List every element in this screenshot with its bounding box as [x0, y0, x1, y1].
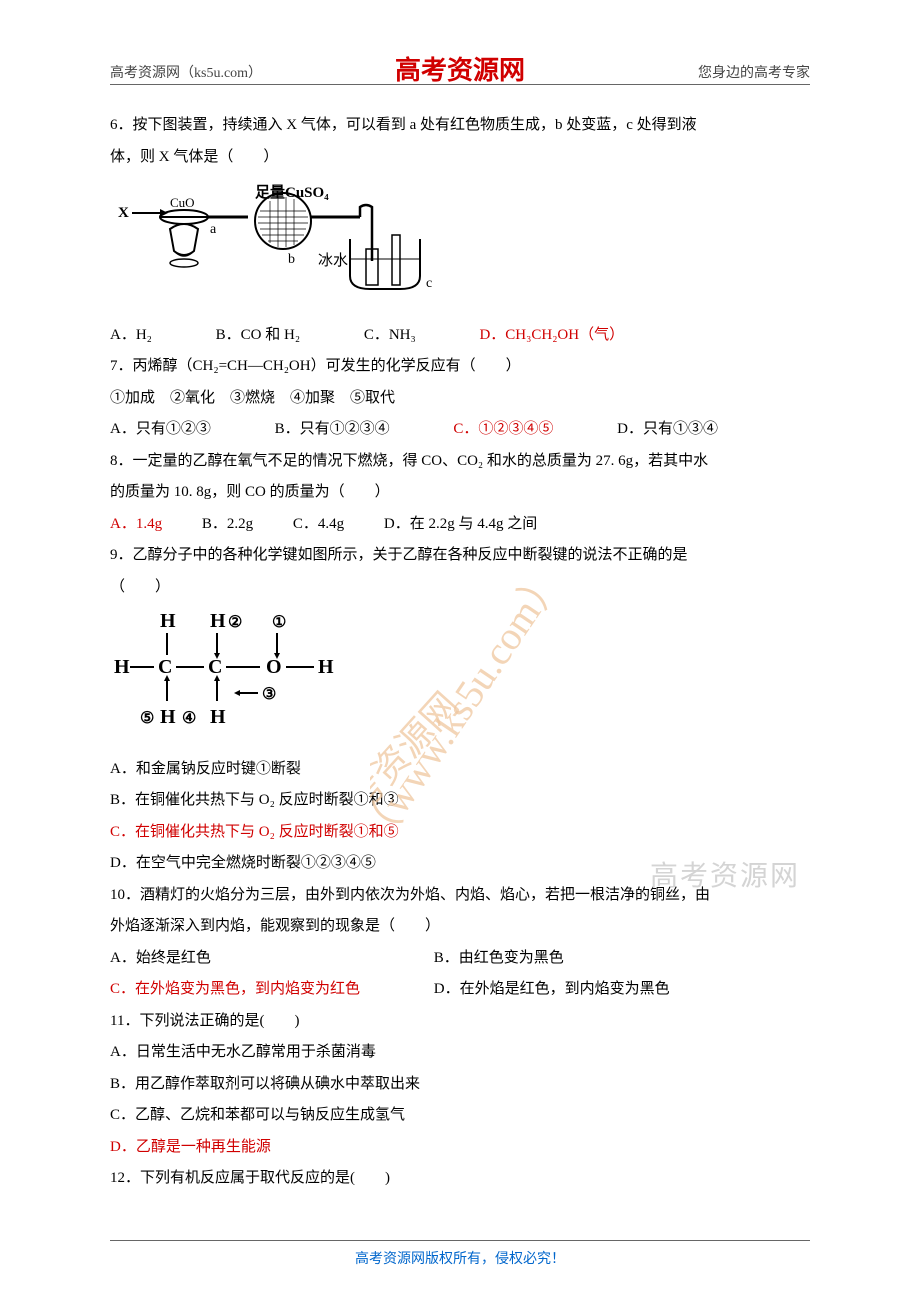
- struct-H: H: [210, 706, 226, 728]
- q11-opt-D: D．乙醇是一种再生能源: [110, 1132, 810, 1164]
- struct-C: C: [158, 656, 172, 678]
- struct-n5: ⑤: [140, 710, 154, 727]
- label-a: a: [210, 222, 217, 237]
- q10-opt-D: D．在外焰是红色，到内焰变为黑色: [434, 981, 670, 997]
- q7-opt-C: C．①②③④⑤: [453, 414, 553, 446]
- q6-opt-A: A．H₂: [110, 320, 152, 352]
- struct-C: C: [208, 656, 222, 678]
- q6-apparatus-diagram: X CuO a 足量CuSO₄: [110, 181, 810, 314]
- q10-opt-A: A．始终是红色: [110, 943, 430, 975]
- q6-options: A．H₂ B．CO 和 H₂ C．NH₃ D．CH₃CH₂OH（气）: [110, 320, 810, 352]
- page: 高考资源网（ks5u.com） 高考资源网 您身边的高考专家 6．按下图装置，持…: [0, 0, 920, 100]
- q9-opt-C: C．在铜催化共热下与 O₂ 反应时断裂①和⑤: [110, 817, 810, 849]
- q8-options: A．1.4g B．2.2g C．4.4g D．在 2.2g 与 4.4g 之间: [110, 509, 810, 541]
- struct-n4: ④: [182, 710, 196, 727]
- header-right: 您身边的高考专家: [698, 62, 810, 82]
- q10-opt-C: C．在外焰变为黑色，到内焰变为红色: [110, 974, 430, 1006]
- q8-line-1: 8．一定量的乙醇在氧气不足的情况下燃烧，得 CO、CO₂ 和水的总质量为 27.…: [110, 446, 810, 478]
- q8-line-2: 的质量为 10. 8g，则 CO 的质量为（ ）: [110, 477, 810, 509]
- main-content: 6．按下图装置，持续通入 X 气体，可以看到 a 处有红色物质生成，b 处变蓝，…: [110, 110, 810, 1195]
- q9-opt-B: B．在铜催化共热下与 O₂ 反应时断裂①和③: [110, 785, 810, 817]
- q6-opt-B: B．CO 和 H₂: [216, 320, 300, 352]
- q9-opt-D: D．在空气中完全燃烧时断裂①②③④⑤: [110, 848, 810, 880]
- struct-H: H: [160, 610, 176, 632]
- q9-opt-A: A．和金属钠反应时键①断裂: [110, 754, 810, 786]
- struct-H: H: [210, 610, 226, 632]
- q10-line-2: 外焰逐渐深入到内焰，能观察到的现象是（ ）: [110, 911, 810, 943]
- struct-n2: ②: [228, 614, 242, 631]
- label-b: b: [288, 252, 295, 267]
- q10-options-row2: C．在外焰变为黑色，到内焰变为红色 D．在外焰是红色，到内焰变为黑色: [110, 974, 810, 1006]
- label-CuO: CuO: [170, 195, 195, 210]
- q7-opt-A: A．只有①②③: [110, 414, 211, 446]
- q11-opt-C: C．乙醇、乙烷和苯都可以与钠反应生成氢气: [110, 1100, 810, 1132]
- q7-line-1: 7．丙烯醇（CH₂=CH—CH₂OH）可发生的化学反应有（ ）: [110, 351, 810, 383]
- q7-opt-D: D．只有①③④: [617, 421, 718, 437]
- struct-n1: ①: [272, 614, 286, 631]
- q12-line-1: 12．下列有机反应属于取代反应的是( ): [110, 1163, 810, 1195]
- q7-line-2: ①加成 ②氧化 ③燃烧 ④加聚 ⑤取代: [110, 383, 810, 415]
- q6-opt-C: C．NH₃: [364, 320, 416, 352]
- label-c: c: [426, 276, 432, 291]
- q11-line-1: 11．下列说法正确的是( ): [110, 1006, 810, 1038]
- q8-opt-C: C．4.4g: [293, 509, 344, 541]
- struct-O: O: [266, 656, 282, 678]
- q7-options: A．只有①②③ B．只有①②③④ C．①②③④⑤ D．只有①③④: [110, 414, 810, 446]
- q9-line-1: 9．乙醇分子中的各种化学键如图所示，关于乙醇在各种反应中断裂键的说法不正确的是: [110, 540, 810, 572]
- struct-H: H: [318, 656, 334, 678]
- struct-H: H: [114, 656, 130, 678]
- label-ice: 冰水: [318, 252, 348, 269]
- label-X: X: [118, 205, 129, 221]
- q10-options-row1: A．始终是红色 B．由红色变为黑色: [110, 943, 810, 975]
- q8-opt-A: A．1.4g: [110, 509, 162, 541]
- q8-opt-D: D．在 2.2g 与 4.4g 之间: [384, 516, 537, 532]
- q9-line-2: （ ）: [110, 572, 810, 604]
- header-divider: [110, 84, 810, 85]
- q10-line-1: 10．酒精灯的火焰分为三层，由外到内依次为外焰、内焰、焰心，若把一根洁净的铜丝，…: [110, 880, 810, 912]
- q6-opt-D: D．CH₃CH₂OH（气）: [479, 327, 624, 343]
- q6-line-2: 体，则 X 气体是（ ）: [110, 142, 810, 174]
- q11-opt-B: B．用乙醇作萃取剂可以将碘从碘水中萃取出来: [110, 1069, 810, 1101]
- struct-n3: ③: [262, 686, 276, 703]
- q6-line-1: 6．按下图装置，持续通入 X 气体，可以看到 a 处有红色物质生成，b 处变蓝，…: [110, 110, 810, 142]
- q11-opt-A: A．日常生活中无水乙醇常用于杀菌消毒: [110, 1037, 810, 1069]
- q8-opt-B: B．2.2g: [202, 509, 253, 541]
- struct-H: H: [160, 706, 176, 728]
- footer-text: 高考资源网版权所有，侵权必究！: [0, 1248, 920, 1268]
- q9-structure-diagram: H H ② ① H C C O H: [110, 607, 810, 750]
- q10-opt-B: B．由红色变为黑色: [434, 950, 564, 966]
- q7-opt-B: B．只有①②③④: [275, 414, 390, 446]
- footer-divider: [110, 1240, 810, 1241]
